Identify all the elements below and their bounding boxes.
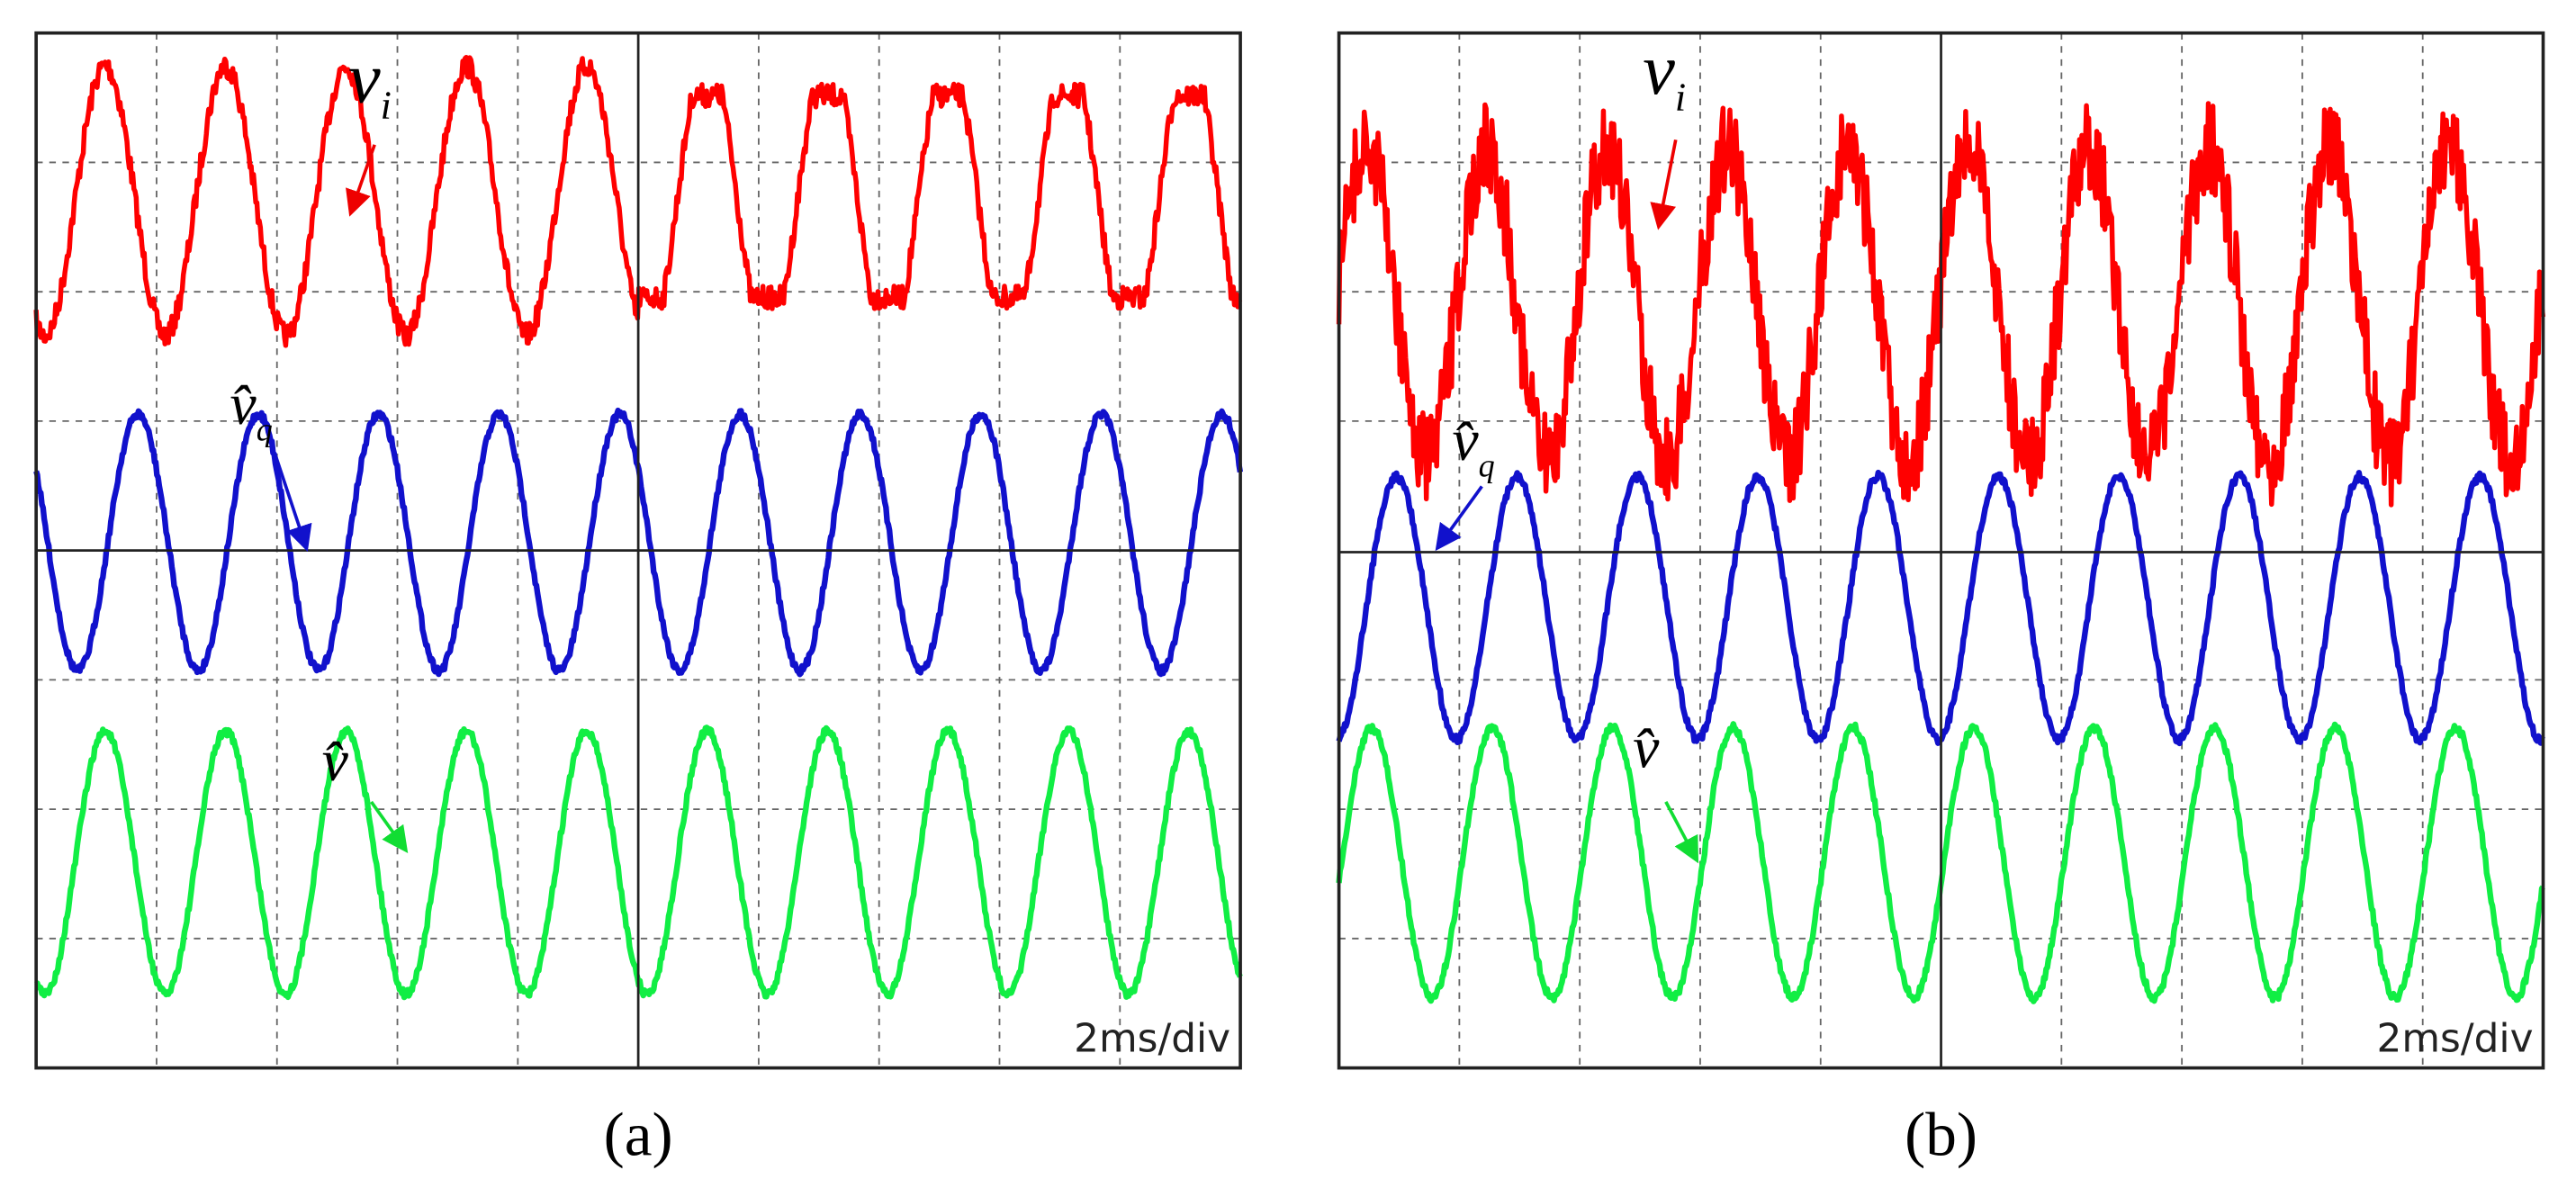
label-arrow — [1650, 139, 1678, 230]
trace-subscript: q — [257, 411, 273, 447]
scope-panel: viv̂qv̂2ms/div(a) — [33, 31, 1244, 1169]
trace-label: v̂q — [1453, 408, 1495, 483]
trace-symbol: v̂ — [1633, 716, 1660, 781]
label-arrow — [1664, 801, 1699, 864]
trace-symbol: v — [348, 38, 381, 118]
label-arrow — [370, 800, 409, 853]
panel-caption: (b) — [1905, 1100, 1977, 1169]
panel-caption: (a) — [604, 1100, 673, 1169]
scope-panel: viv̂qv̂2ms/div(b) — [1336, 30, 2546, 1169]
frame — [34, 31, 1242, 1070]
label-arrow — [1435, 485, 1483, 552]
time-scale: 2ms/div — [1074, 1015, 1230, 1061]
trace-subscript: i — [1675, 75, 1686, 119]
trace-subscript: i — [381, 84, 392, 128]
label-arrow — [274, 456, 312, 553]
trace-label: vi — [1643, 30, 1686, 119]
frame — [1337, 31, 2545, 1070]
label-arrow — [346, 144, 376, 217]
trace-symbol: v̂ — [322, 728, 349, 794]
trace-symbol: v — [1643, 30, 1675, 110]
trace-label: v̂ — [1633, 716, 1660, 781]
time-scale: 2ms/div — [2377, 1015, 2534, 1061]
trace-symbol: v̂ — [230, 372, 257, 437]
trace-symbol: v̂ — [1453, 408, 1480, 473]
trace-subscript: q — [1479, 447, 1495, 483]
trace-label: v̂ — [322, 728, 349, 794]
trace-label: v̂q — [230, 372, 273, 447]
trace-label: vi — [348, 38, 392, 127]
